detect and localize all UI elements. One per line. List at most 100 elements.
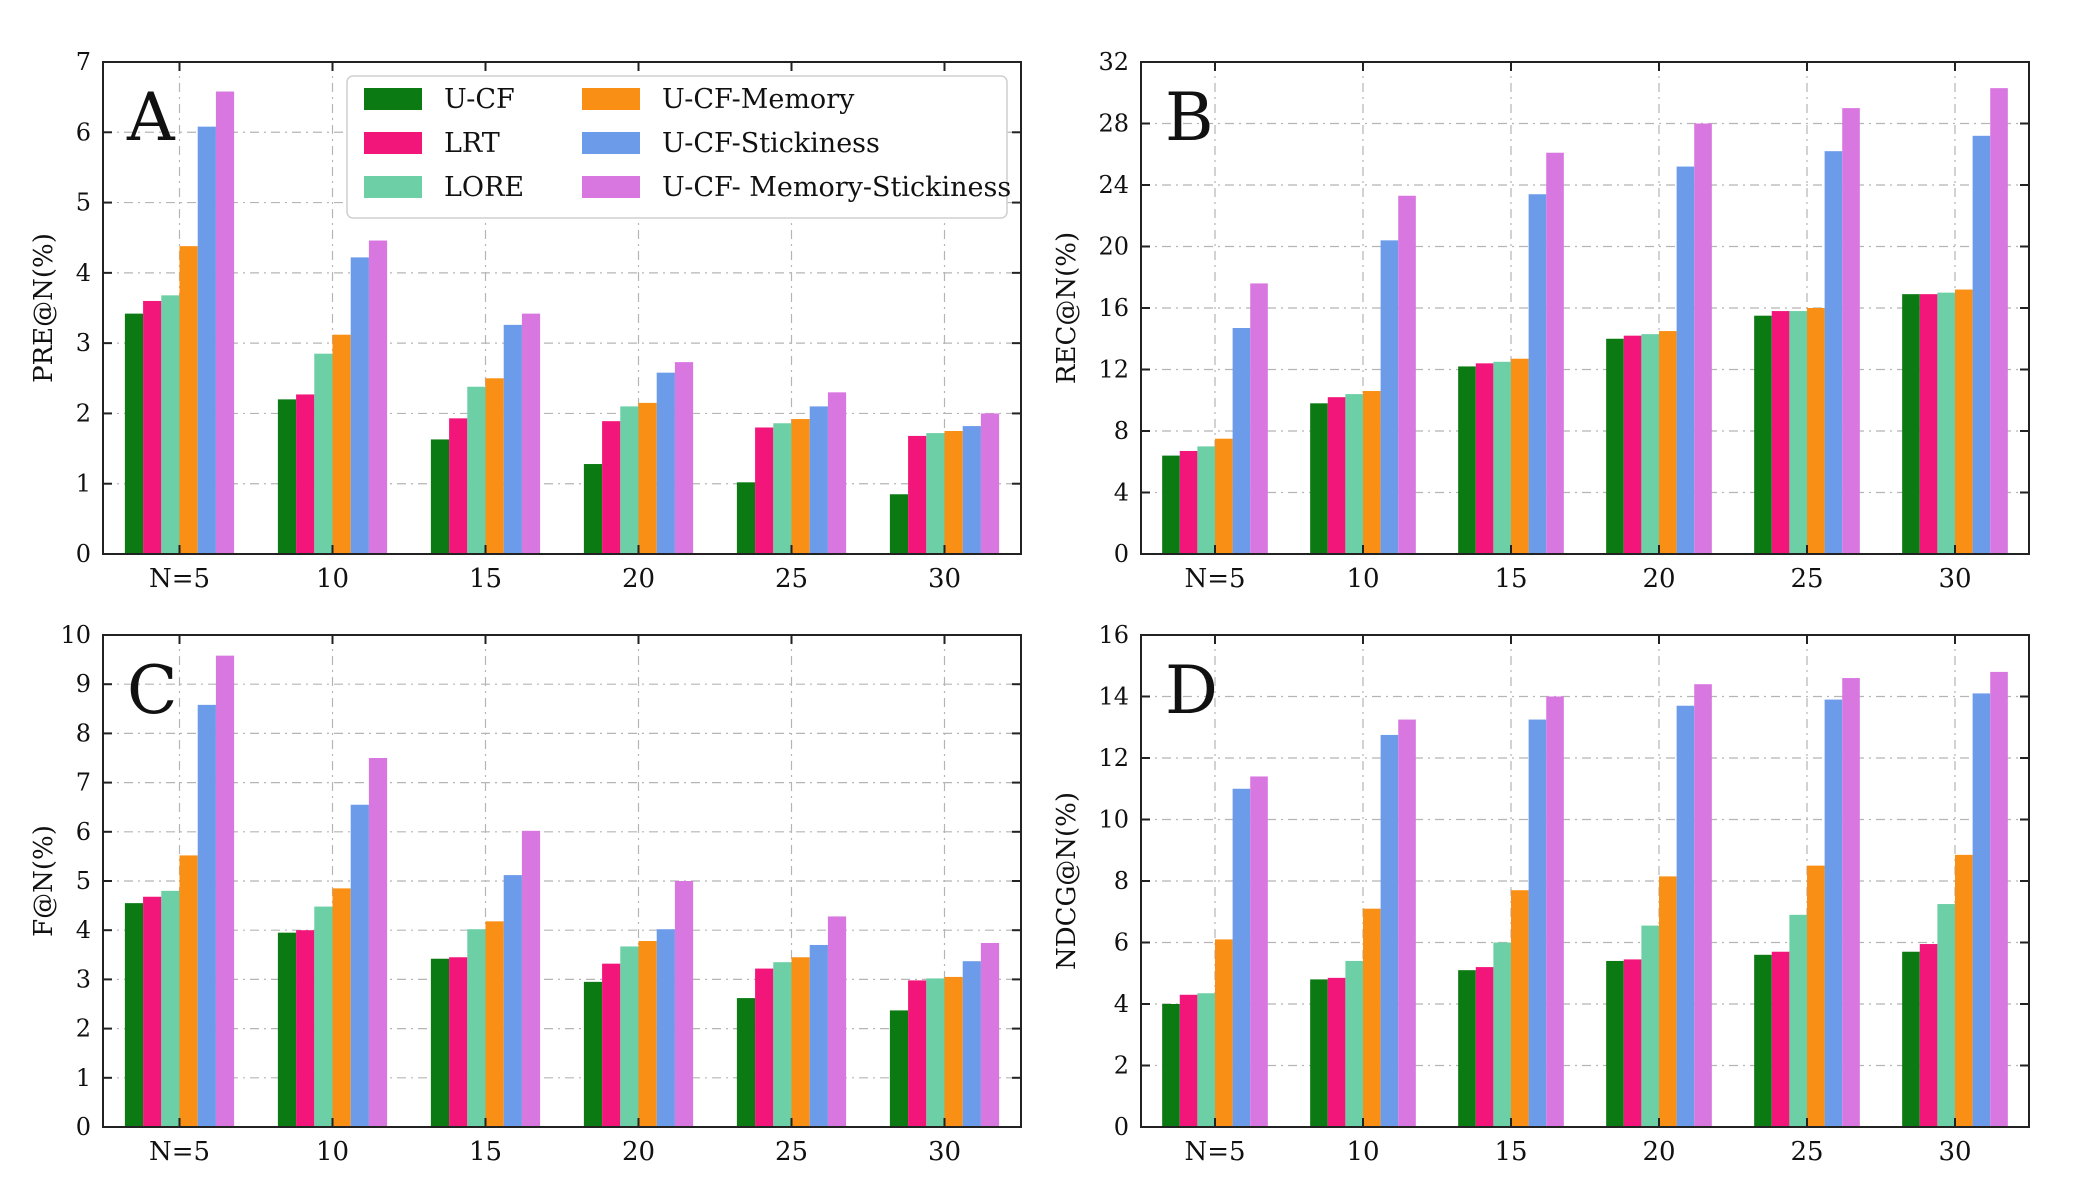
bar-lrt-0 (143, 300, 162, 554)
bar-u-cf-memory-1 (332, 334, 351, 554)
bar-lore-1 (1345, 960, 1363, 1127)
bar-u-cf-memory-stickiness-1 (1398, 719, 1416, 1127)
x-tick-label: 20 (622, 564, 655, 594)
y-axis-label: PRE@N(%) (29, 233, 59, 383)
x-tick-label: 30 (1938, 564, 1971, 594)
panel-letter: A (126, 79, 176, 156)
y-axis-label: NDCG@N(%) (1052, 792, 1082, 970)
y-tick-label: 0 (1114, 1113, 1129, 1141)
bar-u-cf-stickiness-3 (656, 372, 675, 554)
bar-lore-0 (1197, 993, 1215, 1127)
bar-u-cf-4 (736, 998, 756, 1127)
bar-u-cf-stickiness-3 (1676, 705, 1695, 1127)
bar-u-cf-memory-stickiness-4 (827, 916, 847, 1127)
bar-u-cf-memory-4 (1807, 865, 1825, 1128)
y-tick-label: 16 (1098, 621, 1129, 649)
x-tick-label: 15 (469, 1137, 502, 1167)
x-tick-label: 15 (1494, 564, 1527, 594)
bar-u-cf-memory-5 (1955, 289, 1973, 554)
bar-u-cf-0 (1162, 455, 1180, 554)
bar-u-cf-memory-stickiness-5 (1990, 88, 2008, 554)
bar-u-cf-memory-0 (1215, 438, 1233, 554)
y-tick-label: 2 (1114, 1052, 1129, 1080)
y-tick-label: 8 (76, 719, 91, 747)
bar-lrt-1 (1327, 397, 1346, 554)
bar-u-cf-memory-5 (944, 976, 963, 1127)
bar-lrt-3 (1623, 335, 1642, 554)
x-tick-label: 10 (316, 564, 349, 594)
legend-label: U-CF-Memory (662, 84, 855, 115)
bar-u-cf-stickiness-4 (809, 406, 828, 554)
bar-u-cf-3 (583, 981, 603, 1127)
bar-u-cf-memory-stickiness-1 (1398, 195, 1416, 554)
y-tick-label: 1 (76, 1064, 91, 1092)
bar-u-cf-memory-1 (332, 888, 351, 1127)
bar-lrt-4 (755, 968, 774, 1127)
bar-u-cf-stickiness-2 (1528, 719, 1547, 1127)
x-tick-label: 20 (622, 1137, 655, 1167)
bar-u-cf-memory-3 (638, 941, 657, 1127)
bar-u-cf-memory-3 (1659, 876, 1677, 1127)
bar-lore-3 (1641, 925, 1659, 1127)
panel-letter: C (127, 652, 178, 729)
bar-lrt-5 (1919, 294, 1938, 554)
legend-swatch (364, 132, 422, 154)
y-tick-label: 28 (1098, 110, 1129, 138)
bar-lrt-2 (1475, 363, 1494, 554)
bar-u-cf-memory-0 (179, 855, 198, 1127)
panel-letter: B (1165, 79, 1214, 156)
x-tick-label: 15 (1494, 1137, 1527, 1167)
y-tick-label: 14 (1098, 683, 1129, 711)
chart-panel-c: 0 1 2 3 4 5 6 7 8 9 10 N=5 10 15 20 25 30 F@N(%) C (29, 621, 1022, 1167)
bar-u-cf-memory-stickiness-3 (1694, 123, 1712, 554)
bar-u-cf-memory-stickiness-4 (1842, 678, 1860, 1127)
bar-u-cf-stickiness-3 (1676, 166, 1695, 555)
y-tick-label: 4 (76, 916, 91, 944)
bar-u-cf-memory-stickiness-0 (215, 91, 235, 555)
y-tick-label: 7 (76, 48, 91, 76)
panel-letter: D (1165, 652, 1218, 729)
bar-u-cf-memory-stickiness-4 (827, 392, 847, 554)
bar-u-cf-memory-3 (1659, 331, 1677, 554)
bar-u-cf-5 (1902, 294, 1920, 554)
bar-lore-3 (620, 406, 639, 554)
bar-u-cf-5 (889, 1010, 909, 1127)
bar-lore-3 (1641, 334, 1659, 554)
y-tick-label: 12 (1098, 744, 1129, 772)
bar-u-cf-memory-5 (944, 431, 963, 554)
bar-u-cf-memory-stickiness-4 (1842, 108, 1860, 555)
bar-u-cf-stickiness-4 (1824, 699, 1843, 1127)
bar-lore-0 (161, 890, 180, 1127)
bar-lrt-2 (449, 418, 468, 554)
x-tick-label: 10 (316, 1137, 349, 1167)
x-tick-label: 30 (928, 1137, 961, 1167)
bar-u-cf-memory-stickiness-2 (521, 313, 541, 554)
bar-lore-2 (467, 386, 486, 554)
bar-u-cf-0 (124, 903, 144, 1127)
bar-u-cf-stickiness-0 (1232, 327, 1251, 554)
y-tick-label: 9 (76, 670, 91, 698)
x-tick-label: 25 (775, 564, 808, 594)
bar-u-cf-stickiness-1 (1380, 734, 1399, 1127)
bar-lore-3 (620, 946, 639, 1127)
bar-lrt-1 (296, 930, 315, 1127)
bar-lrt-1 (296, 394, 315, 554)
y-tick-label: 16 (1098, 294, 1129, 322)
y-tick-label: 10 (1098, 806, 1129, 834)
bar-u-cf-memory-stickiness-0 (1250, 283, 1268, 554)
bar-u-cf-1 (277, 399, 297, 554)
x-tick-label: 30 (928, 564, 961, 594)
bar-u-cf-memory-2 (485, 378, 504, 554)
bar-u-cf-1 (1310, 979, 1328, 1127)
bar-u-cf-memory-stickiness-2 (1546, 696, 1564, 1127)
bar-lore-2 (467, 929, 486, 1127)
bar-u-cf-stickiness-5 (962, 961, 981, 1127)
bar-lrt-0 (143, 896, 162, 1127)
x-tick-label: 30 (1938, 1137, 1971, 1167)
x-tick-label: 25 (1790, 1137, 1823, 1167)
bar-u-cf-memory-4 (1807, 308, 1825, 554)
y-tick-label: 0 (1114, 540, 1129, 568)
bar-u-cf-stickiness-4 (809, 944, 828, 1127)
y-tick-label: 2 (76, 399, 91, 427)
